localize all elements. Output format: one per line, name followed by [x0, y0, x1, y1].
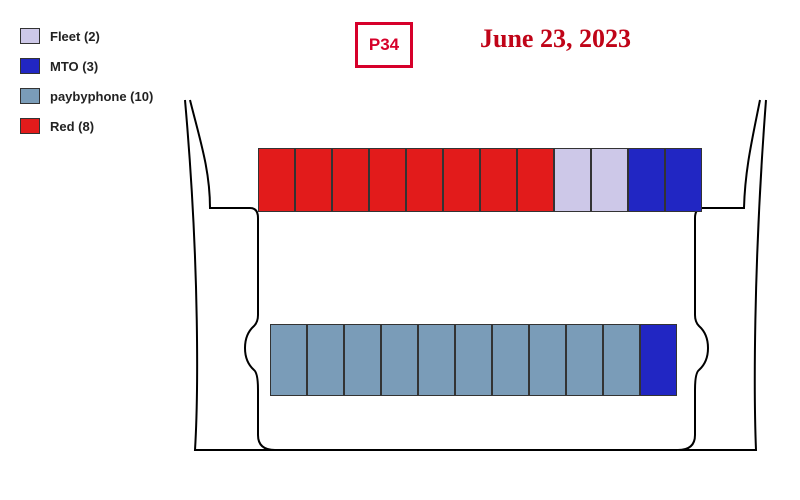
legend-swatch	[20, 88, 40, 104]
stall-paybyphone	[418, 324, 455, 396]
stall-red	[517, 148, 554, 212]
lot-id-text: P34	[369, 35, 399, 55]
stall-paybyphone	[492, 324, 529, 396]
stall-mto	[640, 324, 677, 396]
stall-red	[295, 148, 332, 212]
stall-paybyphone	[344, 324, 381, 396]
legend-swatch	[20, 58, 40, 74]
stall-red	[480, 148, 517, 212]
stall-red	[443, 148, 480, 212]
stall-paybyphone	[566, 324, 603, 396]
stall-paybyphone	[603, 324, 640, 396]
legend-label: Fleet (2)	[50, 29, 100, 44]
stall-red	[258, 148, 295, 212]
stall-mto	[628, 148, 665, 212]
legend-item-red: Red (8)	[20, 118, 153, 134]
stall-paybyphone	[307, 324, 344, 396]
stall-paybyphone	[381, 324, 418, 396]
legend-item-fleet: Fleet (2)	[20, 28, 153, 44]
legend-label: MTO (3)	[50, 59, 98, 74]
stall-paybyphone	[270, 324, 307, 396]
parking-diagram: Fleet (2) MTO (3) paybyphone (10) Red (8) P…	[0, 0, 800, 500]
legend-label: Red (8)	[50, 119, 94, 134]
stall-red	[332, 148, 369, 212]
legend-item-paybyphone: paybyphone (10)	[20, 88, 153, 104]
stall-red	[369, 148, 406, 212]
stall-paybyphone	[455, 324, 492, 396]
stall-mto	[665, 148, 702, 212]
legend-item-mto: MTO (3)	[20, 58, 153, 74]
stall-fleet	[591, 148, 628, 212]
stall-red	[406, 148, 443, 212]
legend-swatch	[20, 28, 40, 44]
lot-id-badge: P34	[355, 22, 413, 68]
date-label: June 23, 2023	[480, 24, 631, 54]
stall-row-bottom	[270, 324, 677, 396]
legend: Fleet (2) MTO (3) paybyphone (10) Red (8)	[20, 28, 153, 148]
stall-paybyphone	[529, 324, 566, 396]
legend-swatch	[20, 118, 40, 134]
legend-label: paybyphone (10)	[50, 89, 153, 104]
stall-row-top	[258, 148, 702, 212]
stall-fleet	[554, 148, 591, 212]
